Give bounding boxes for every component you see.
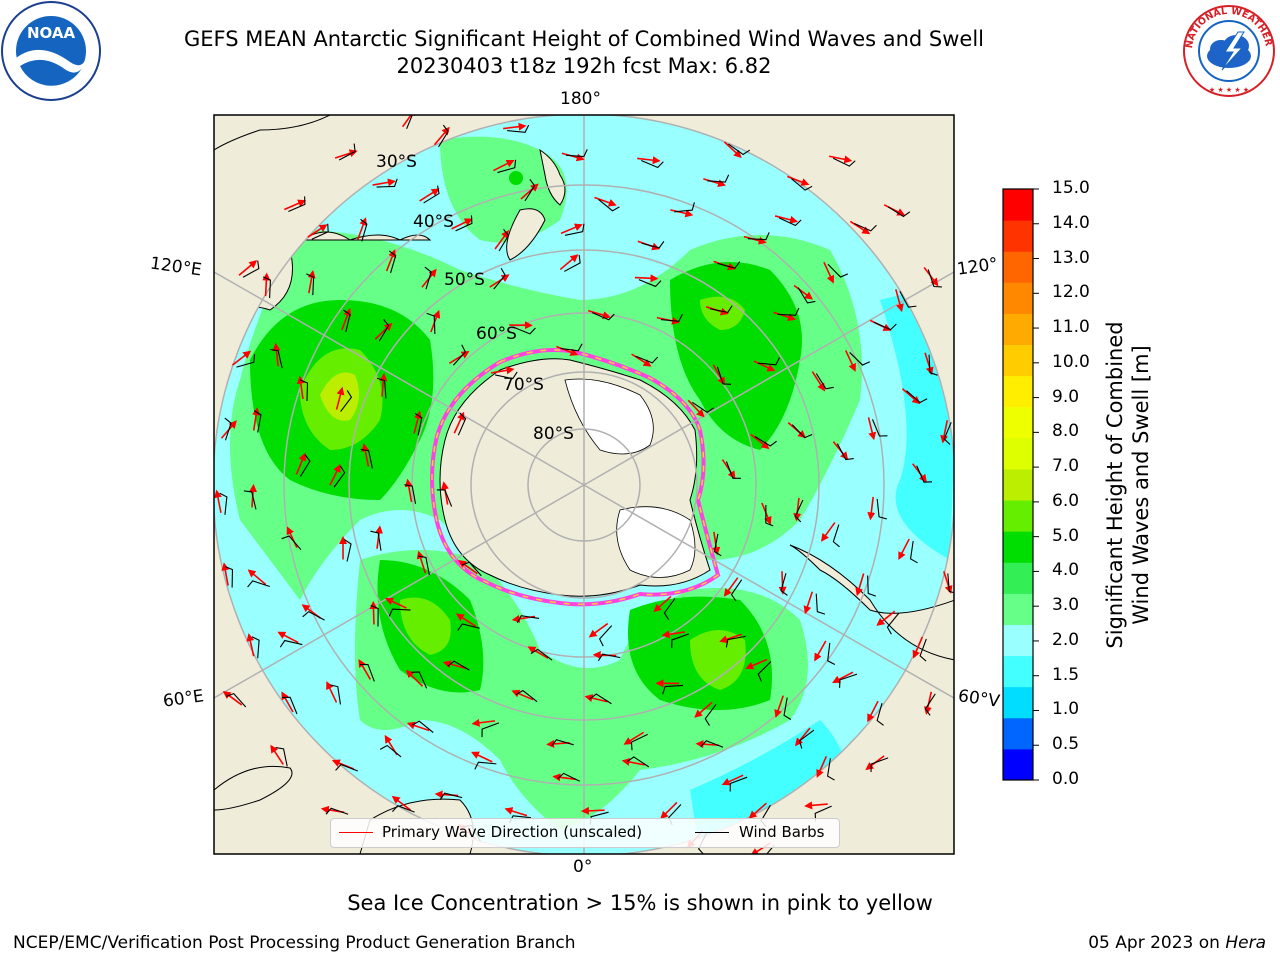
colorbar-tick-label: 5.0 (1052, 525, 1080, 546)
chart-subtitle: 20230403 t18z 192h fcst Max: 6.82 (396, 54, 772, 78)
lon-label-top: 180° (560, 89, 601, 109)
colorbar-swatch (1003, 189, 1033, 221)
colorbar-tick-label: 1.5 (1052, 664, 1080, 685)
colorbar-tick-label: 1.0 (1052, 699, 1080, 720)
colorbar-swatch (1003, 531, 1033, 563)
colorbar-swatch (1003, 344, 1033, 377)
map-frame (213, 114, 955, 855)
colorbar-tick-label: 10.0 (1052, 351, 1090, 372)
colorbar-swatch (1003, 313, 1033, 346)
colorbar-swatch (1003, 593, 1033, 625)
legend-wave-label: Primary Wave Direction (unscaled) (382, 823, 643, 841)
colorbar-swatch (1003, 375, 1033, 408)
colorbar-swatch (1003, 251, 1033, 283)
colorbar-swatch (1003, 406, 1033, 439)
colorbar-swatch (1003, 655, 1033, 688)
svg-text:NOAA: NOAA (27, 24, 76, 42)
legend-barb-label: Wind Barbs (739, 823, 825, 841)
colorbar-swatch (1003, 562, 1033, 594)
colorbar-tick-label: 8.0 (1052, 421, 1080, 442)
colorbar (1003, 188, 1039, 781)
footer-date: 05 Apr 2023 on Hera (1088, 933, 1266, 953)
lat-label-60: 60°S (476, 324, 517, 344)
lat-label-80: 80°S (533, 424, 574, 444)
map-legend: Primary Wave Direction (unscaled) Wind B… (330, 818, 840, 848)
colorbar-tick-label: 0.0 (1052, 769, 1080, 789)
colorbar-tick-label: 0.5 (1052, 734, 1080, 755)
wind-barbs (219, 115, 954, 854)
svg-text:★ ★ ★ ★ ★: ★ ★ ★ ★ ★ (1209, 86, 1249, 94)
colorbar-tick-label: 4.0 (1052, 560, 1080, 581)
colorbar-tick-label: 12.0 (1052, 282, 1090, 303)
colorbar-tick-label: 7.0 (1052, 456, 1080, 477)
map-plot-area (214, 115, 954, 854)
nws-logo: NATIONAL WEATHER SERVICE ★ ★ ★ ★ ★ (1178, 4, 1275, 97)
lat-label-70: 70°S (503, 375, 544, 395)
colorbar-swatch (1003, 624, 1033, 657)
colorbar-tick-label: 15.0 (1052, 178, 1090, 198)
colorbar-tick-label: 3.0 (1052, 595, 1080, 616)
legend-barb-line (695, 832, 729, 833)
lat-label-40: 40°S (413, 212, 454, 232)
colorbar-swatch (1003, 282, 1033, 314)
graticule (214, 115, 954, 854)
colorbar-swatch (1003, 686, 1033, 719)
colorbar-tick-label: 14.0 (1052, 212, 1090, 233)
colorbar-swatch (1003, 220, 1033, 252)
colorbar-swatch (1003, 468, 1033, 501)
lat-label-50: 50°S (444, 270, 485, 290)
lon-label-bottom: 0° (573, 857, 593, 877)
colorbar-swatch (1003, 437, 1033, 470)
colorbar-tick-label: 2.0 (1052, 629, 1080, 650)
chart-title: GEFS MEAN Antarctic Significant Height o… (183, 27, 985, 51)
sea-ice-note: Sea Ice Concentration > 15% is shown in … (347, 891, 933, 915)
colorbar-tick-label: 13.0 (1052, 247, 1090, 268)
footer-credit: NCEP/EMC/Verification Post Processing Pr… (13, 933, 576, 953)
colorbar-tick-label: 11.0 (1052, 317, 1090, 338)
legend-wave-line (339, 832, 373, 833)
colorbar-swatch (1003, 748, 1033, 781)
colorbar-tick-label: 6.0 (1052, 490, 1080, 511)
colorbar-tick-label: 9.0 (1052, 386, 1080, 407)
colorbar-swatch (1003, 717, 1033, 750)
colorbar-swatch (1003, 500, 1033, 532)
lat-label-30: 30°S (376, 152, 417, 172)
noaa-logo: NOAA (1, 1, 101, 101)
